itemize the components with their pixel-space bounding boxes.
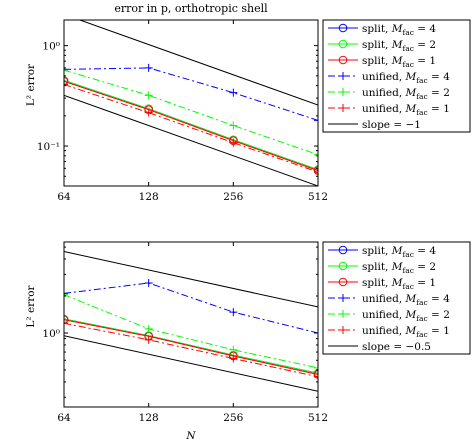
series-line — [64, 294, 318, 369]
plot-panel-1: 64 128 256 512 10⁻¹ 10⁰ L² error split, Mfac = … — [25, 19, 471, 203]
data-point — [314, 372, 318, 381]
legend: split, Mfac = 4 split, Mfac = 2 split, Mfa… — [322, 19, 471, 133]
series-line — [64, 80, 318, 171]
data-point — [313, 166, 318, 175]
legend-marker — [338, 261, 348, 271]
legend-marker — [339, 310, 347, 318]
data-point — [229, 354, 238, 363]
x-tick-label: 128 — [139, 191, 159, 203]
x-tick-label: 512 — [308, 412, 328, 424]
legend-label: slope = −1 — [362, 119, 421, 131]
legend-label: slope = −0.5 — [362, 341, 431, 353]
x-tick-label: 128 — [139, 412, 159, 424]
legend-marker — [338, 277, 348, 287]
legend-label: unified, Mfac = 1 — [362, 103, 450, 117]
data-point — [314, 168, 318, 177]
data-point — [229, 88, 238, 97]
series-line — [64, 319, 318, 375]
legend-label: unified, Mfac = 1 — [362, 325, 450, 339]
data-point — [229, 138, 238, 147]
data-point — [314, 150, 318, 159]
data-point — [64, 65, 68, 74]
legend-label: unified, Mfac = 4 — [362, 293, 450, 307]
legend-box — [322, 241, 471, 355]
data-point — [144, 335, 153, 344]
axes-frame — [63, 19, 319, 187]
chart-title: error in p, orthotropic shell — [114, 2, 268, 15]
data-point — [64, 319, 68, 328]
axes-frame — [63, 241, 319, 408]
data-point — [144, 324, 153, 333]
data-point — [314, 363, 318, 372]
data-point — [144, 91, 153, 100]
legend-marker — [338, 245, 348, 255]
legend-marker — [339, 104, 347, 112]
x-tick-label: 256 — [223, 191, 243, 203]
reference-line — [64, 335, 318, 392]
series-line — [64, 318, 318, 374]
legend-label: split, Mfac = 2 — [362, 261, 436, 275]
plot-area — [64, 20, 318, 186]
legend-label: split, Mfac = 4 — [362, 245, 436, 259]
data-point — [64, 289, 68, 298]
data-point — [64, 80, 68, 89]
legend-label: split, Mfac = 2 — [362, 39, 436, 53]
x-tick-label: 64 — [57, 191, 71, 203]
y-tick-label: 10⁰ — [42, 328, 60, 340]
data-point — [144, 108, 153, 117]
data-point — [64, 66, 68, 75]
series-line — [64, 80, 318, 172]
x-axis-label: N — [185, 430, 196, 440]
legend: split, Mfac = 4 split, Mfac = 2 split, Mfa… — [322, 241, 471, 355]
y-tick-label: 10⁻¹ — [37, 141, 60, 153]
series-line — [64, 322, 318, 378]
data-point — [314, 116, 318, 125]
x-tick-label: 256 — [223, 412, 243, 424]
data-point — [64, 290, 68, 299]
reference-line — [64, 94, 318, 186]
legend-marker — [339, 294, 347, 302]
data-point — [144, 279, 153, 288]
y-axis-label: L² error — [25, 63, 37, 106]
legend-label: unified, Mfac = 4 — [362, 71, 450, 85]
x-tick-label: 64 — [57, 412, 71, 424]
legend-label: split, Mfac = 4 — [362, 23, 436, 37]
legend-label: unified, Mfac = 2 — [362, 309, 450, 323]
data-point — [313, 370, 318, 379]
series-line — [64, 84, 318, 173]
y-tick-label: 10⁰ — [42, 41, 60, 53]
plot-area — [64, 251, 318, 392]
legend-marker — [339, 88, 347, 96]
data-point — [229, 308, 238, 317]
data-point — [229, 121, 238, 130]
series-line — [64, 69, 318, 156]
legend-label: split, Mfac = 1 — [362, 55, 436, 69]
legend-marker — [338, 55, 348, 65]
data-point — [144, 63, 153, 72]
legend-marker — [339, 72, 347, 80]
y-axis-label: L² error — [25, 284, 37, 327]
legend-label: split, Mfac = 1 — [362, 277, 436, 291]
data-point — [229, 345, 238, 354]
legend-label: unified, Mfac = 2 — [362, 87, 450, 101]
legend-marker — [338, 39, 348, 49]
reference-line — [78, 20, 318, 106]
x-tick-label: 512 — [308, 191, 328, 203]
series-line — [64, 282, 318, 334]
legend-marker — [338, 23, 348, 33]
legend-marker — [339, 326, 347, 334]
reference-line — [64, 251, 318, 308]
